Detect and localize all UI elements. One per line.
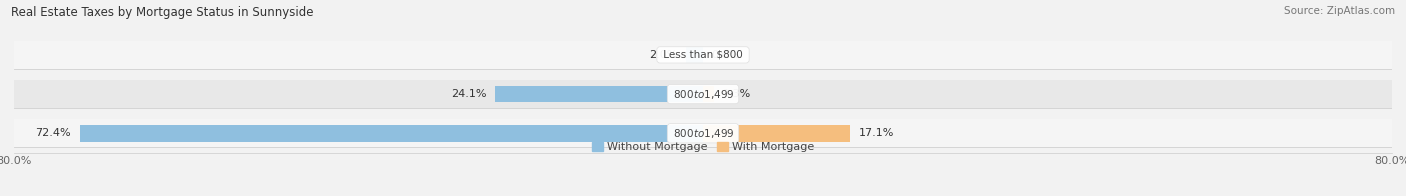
Bar (80, 125, 703, 142)
Text: Less than $800: Less than $800 (659, 50, 747, 60)
Bar (495, 86, 703, 102)
Text: Source: ZipAtlas.com: Source: ZipAtlas.com (1284, 6, 1395, 16)
Legend: Without Mortgage, With Mortgage: Without Mortgage, With Mortgage (588, 138, 818, 157)
Text: Real Estate Taxes by Mortgage Status in Sunnyside: Real Estate Taxes by Mortgage Status in … (11, 6, 314, 19)
Text: 0.0%: 0.0% (711, 50, 740, 60)
Bar (14, 80, 1392, 108)
Text: $800 to $1,499: $800 to $1,499 (671, 127, 735, 140)
Bar (703, 125, 851, 142)
Text: 2.0%: 2.0% (648, 50, 678, 60)
Bar (686, 47, 703, 63)
Text: 72.4%: 72.4% (35, 128, 70, 138)
Bar (14, 41, 1392, 69)
Text: 24.1%: 24.1% (451, 89, 486, 99)
Text: $800 to $1,499: $800 to $1,499 (671, 88, 735, 101)
Text: 1.3%: 1.3% (723, 89, 751, 99)
Text: 17.1%: 17.1% (859, 128, 894, 138)
Bar (14, 119, 1392, 147)
Bar (703, 86, 714, 102)
